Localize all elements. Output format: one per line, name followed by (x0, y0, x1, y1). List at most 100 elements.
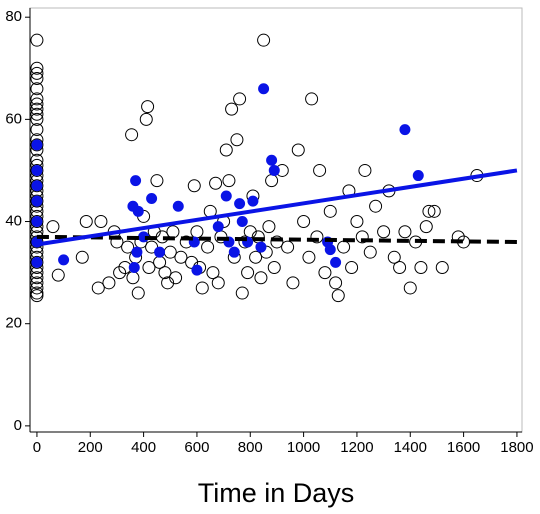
y-tick-label: 0 (14, 417, 22, 434)
point (233, 92, 247, 106)
point (297, 215, 311, 229)
x-tick-label: 1600 (447, 439, 480, 456)
point (234, 198, 246, 210)
point (46, 220, 60, 234)
point (268, 164, 280, 176)
point (257, 33, 271, 47)
point (387, 250, 401, 264)
x-tick-label: 1200 (340, 439, 373, 456)
point (30, 97, 44, 111)
point (324, 244, 336, 256)
point (30, 215, 44, 229)
x-axis-label: Time in Days (198, 478, 355, 508)
point (30, 107, 44, 121)
point (422, 204, 436, 218)
x-tick-label: 600 (184, 439, 209, 456)
point (30, 112, 44, 126)
point (51, 268, 65, 282)
point (235, 286, 249, 300)
point (31, 195, 43, 207)
point (414, 261, 428, 275)
point (30, 194, 44, 208)
point (195, 281, 209, 295)
point (31, 216, 43, 228)
point (211, 276, 225, 290)
y-tick-label: 60 (5, 110, 22, 127)
point (94, 215, 108, 229)
point (398, 225, 412, 239)
point (131, 246, 143, 258)
point (174, 250, 188, 264)
point (350, 215, 364, 229)
point (355, 230, 369, 244)
point (154, 246, 166, 258)
x-tick-label: 1800 (500, 439, 533, 456)
point (236, 216, 248, 228)
point (30, 61, 44, 75)
point (125, 128, 139, 142)
point (258, 83, 270, 95)
point (270, 235, 284, 249)
point (222, 174, 236, 188)
point (363, 245, 377, 259)
point (146, 193, 158, 205)
point (139, 112, 153, 126)
point (102, 276, 116, 290)
point (265, 174, 279, 188)
point (313, 163, 327, 177)
point (201, 240, 215, 254)
point (310, 230, 324, 244)
point (185, 255, 199, 269)
point (131, 286, 145, 300)
point (393, 261, 407, 275)
y-tick-label: 80 (5, 8, 22, 25)
point (30, 138, 44, 152)
point (435, 261, 449, 275)
y-tick-label: 40 (5, 213, 22, 230)
point (30, 289, 44, 303)
point (369, 199, 383, 213)
point (323, 204, 337, 218)
point (191, 264, 203, 276)
x-tick-label: 1000 (287, 439, 320, 456)
plot-frame (29, 7, 523, 433)
point (169, 271, 183, 285)
point (30, 92, 44, 106)
point (241, 266, 255, 280)
point (30, 82, 44, 96)
x-tick-label: 200 (78, 439, 103, 456)
point (30, 179, 44, 193)
point (30, 255, 44, 269)
point (121, 240, 135, 254)
y-tick-label: 20 (5, 315, 22, 332)
point (249, 250, 263, 264)
point (31, 180, 43, 192)
point (75, 250, 89, 264)
point (79, 215, 93, 229)
x-tick-label: 1400 (394, 439, 427, 456)
point (163, 245, 177, 259)
point (91, 281, 105, 295)
point (30, 276, 44, 290)
point (281, 240, 295, 254)
x-tick-label: 0 (33, 439, 41, 456)
point (206, 266, 220, 280)
point (220, 190, 232, 202)
point (31, 164, 43, 176)
point (427, 204, 441, 218)
point (267, 261, 281, 275)
point (113, 266, 127, 280)
point (230, 133, 244, 147)
point (403, 281, 417, 295)
point (412, 170, 424, 182)
point (305, 92, 319, 106)
point (358, 163, 372, 177)
point (212, 221, 224, 233)
x-tick-label: 800 (238, 439, 263, 456)
point (30, 163, 44, 177)
point (30, 271, 44, 285)
point (302, 250, 316, 264)
point (286, 276, 300, 290)
point (58, 254, 70, 266)
